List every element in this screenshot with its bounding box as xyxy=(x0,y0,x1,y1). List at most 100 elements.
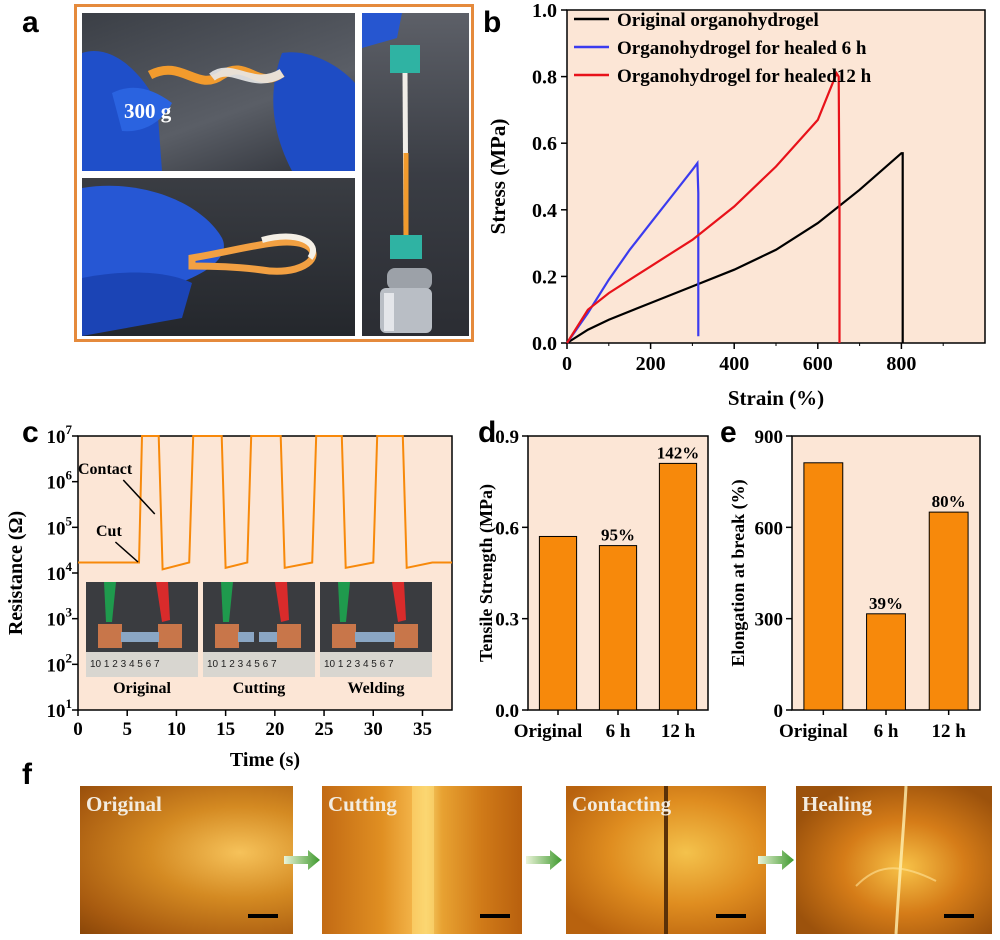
micrograph-label-original: Original xyxy=(86,792,162,816)
annotation-cut-arrow xyxy=(114,541,139,563)
y-tick-label: 0.9 xyxy=(495,427,519,448)
y-axis-label: Elongation at break (%) xyxy=(728,479,749,666)
x-tick-label: 25 xyxy=(315,719,334,740)
y-tick-label: 107 xyxy=(47,422,73,448)
photo-cutting-sample: 10 1 2 3 4 5 6 7 xyxy=(203,582,315,677)
y-tick-label: 0.8 xyxy=(532,67,557,89)
micrograph-cutting: Cutting xyxy=(322,786,522,934)
arrow-3 xyxy=(758,850,794,875)
arrow-1 xyxy=(284,850,320,875)
data-label-2: 142% xyxy=(657,443,700,462)
y-tick-label: 0.4 xyxy=(532,200,557,222)
y-tick-label: 102 xyxy=(47,650,73,676)
photo-hanging-weight xyxy=(362,13,469,336)
panel-label-c: c xyxy=(22,416,39,449)
resistance-photo-strip: 10 1 2 3 4 5 6 7 10 1 2 3 4 5 6 7 10 1 2… xyxy=(86,582,434,700)
x-tick-label: 20 xyxy=(265,719,284,740)
photo-label-cutting: Cutting xyxy=(232,680,286,697)
photo-original-sample: 10 1 2 3 4 5 6 7 xyxy=(86,582,198,677)
y-tick-label: 0.0 xyxy=(532,333,557,355)
x-axis-label: Strain (%) xyxy=(728,386,824,410)
photo-twisted-gel: 300 g xyxy=(82,13,355,171)
y-tick-label: 1.0 xyxy=(532,0,557,22)
x-tick-label: 0 xyxy=(73,719,83,740)
micrograph-healing: Healing xyxy=(796,786,992,934)
cut-gap xyxy=(412,786,434,934)
ruler-digits-welding: 10 1 2 3 4 5 6 7 xyxy=(324,659,394,670)
x-tick-label: 6 h xyxy=(606,721,631,742)
photo-bent-gel xyxy=(82,178,355,336)
y-tick-label: 300 xyxy=(755,610,784,631)
data-label-2: 80% xyxy=(932,492,966,511)
weight-label: 300 g xyxy=(124,99,172,123)
bar-0 xyxy=(538,535,578,711)
panel-label-a: a xyxy=(22,6,39,39)
contact-line xyxy=(664,786,668,934)
y-tick-label: 106 xyxy=(47,468,73,494)
x-tick-label: Original xyxy=(779,721,848,742)
x-tick-label: 6 h xyxy=(874,721,899,742)
ruler-digits-original: 10 1 2 3 4 5 6 7 xyxy=(90,659,160,670)
micrograph-healing-art xyxy=(855,786,937,934)
bar-2 xyxy=(658,462,698,711)
photo-hanging-weight-art xyxy=(362,13,432,333)
plot-area xyxy=(566,9,986,344)
chart-e: Original 6 h 39% 12 h 80% 0 300 600 900 Elongatio… xyxy=(728,427,981,742)
x-tick-label: 200 xyxy=(636,353,666,375)
y-tick-label: 0.3 xyxy=(495,610,519,631)
photo-welding-art xyxy=(320,582,432,677)
x-tick-label: 12 h xyxy=(661,721,696,742)
y-tick-label: 0.2 xyxy=(532,266,557,288)
x-tick-label: 0 xyxy=(562,353,572,375)
y-axis-label: Tensile Strength (MPa) xyxy=(476,484,497,662)
bar-1 xyxy=(866,613,906,711)
bar-2 xyxy=(928,511,969,711)
y-tick-label: 0.6 xyxy=(495,518,519,539)
y-tick-label: 0.6 xyxy=(532,133,557,155)
x-tick-label: 800 xyxy=(886,353,916,375)
micrograph-label-cutting: Cutting xyxy=(328,792,397,816)
x-axis-label: Time (s) xyxy=(230,749,300,771)
y-axis-label: Resistance (Ω) xyxy=(5,511,27,635)
photo-cutting-art xyxy=(203,582,315,677)
series-line-1 xyxy=(566,160,700,344)
y-axis-label: Stress (MPa) xyxy=(486,119,510,235)
annotation-contact: Contact xyxy=(78,461,133,478)
micrograph-original: Original xyxy=(80,786,293,934)
photo-label-original: Original xyxy=(113,680,171,697)
panel-label-e: e xyxy=(720,416,737,449)
micrograph-contacting: Contacting xyxy=(566,786,766,934)
y-tick-label: 900 xyxy=(755,427,784,448)
photo-original-art xyxy=(86,582,198,677)
data-label-1: 95% xyxy=(601,526,635,545)
legend-label-0: Original organohydrogel xyxy=(617,10,819,31)
resistance-line xyxy=(78,435,452,571)
series-line-2 xyxy=(566,70,841,344)
chart-b: 0 200 400 600 800 0.0 0.2 0.4 0.6 0.8 1.0 Strain (%… xyxy=(486,0,986,410)
x-tick-label: 15 xyxy=(216,719,235,740)
legend-label-2: Organohydrogel for healed12 h xyxy=(617,66,872,87)
panel-label-f: f xyxy=(22,758,32,791)
legend-label-1: Organohydrogel for healed 6 h xyxy=(617,38,867,59)
x-tick-label: 35 xyxy=(413,719,432,740)
y-tick-label: 104 xyxy=(47,559,73,585)
panel-label-b: b xyxy=(483,6,502,39)
scale-bar xyxy=(944,914,974,918)
bar-1 xyxy=(598,545,638,711)
y-tick-label: 0.0 xyxy=(495,701,519,722)
y-tick-label: 105 xyxy=(47,513,73,539)
x-tick-label: 12 h xyxy=(932,721,967,742)
y-tick-label: 101 xyxy=(47,696,73,722)
photo-label-welding: Welding xyxy=(347,680,405,697)
micrograph-label-healing: Healing xyxy=(802,792,873,816)
x-tick-label: 10 xyxy=(167,719,186,740)
x-tick-label: 30 xyxy=(364,719,383,740)
x-tick-label: 600 xyxy=(803,353,833,375)
photo-welding-sample: 10 1 2 3 4 5 6 7 xyxy=(320,582,432,677)
bar-0 xyxy=(803,462,844,711)
x-tick-label: 400 xyxy=(719,353,749,375)
ruler-digits-cutting: 10 1 2 3 4 5 6 7 xyxy=(207,659,277,670)
scale-bar xyxy=(716,914,746,918)
y-tick-label: 103 xyxy=(47,605,73,631)
arrow-2 xyxy=(526,850,562,875)
